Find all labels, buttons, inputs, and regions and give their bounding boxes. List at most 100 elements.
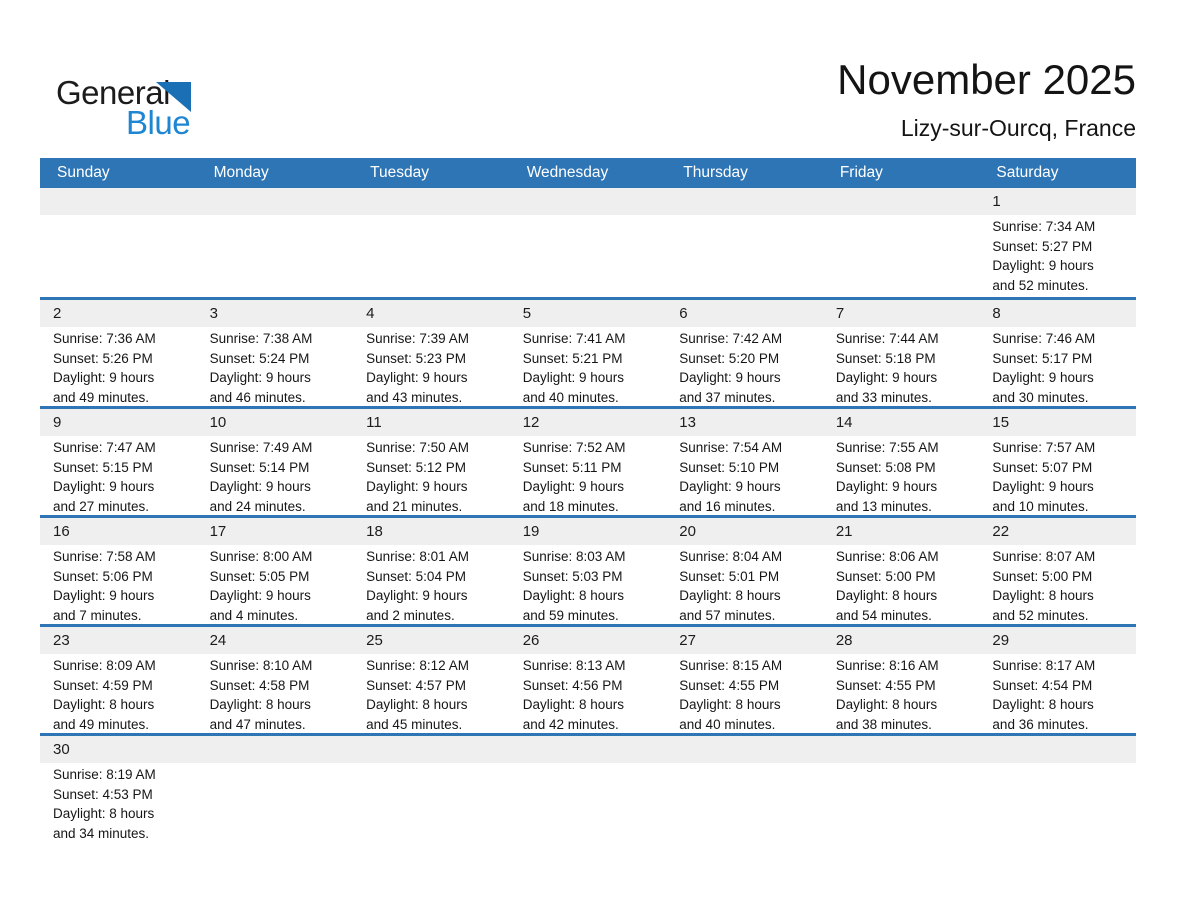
weekday-label-wednesday: Wednesday bbox=[526, 164, 609, 181]
day-details: Sunrise: 7:34 AM Sunset: 5:27 PM Daylight:… bbox=[979, 215, 1136, 295]
day-details: Sunrise: 7:52 AM Sunset: 5:11 PM Daylight:… bbox=[510, 436, 667, 516]
empty-day-number bbox=[197, 736, 354, 763]
day-number: 6 bbox=[679, 305, 688, 322]
day-sunrise-text: Sunrise: 8:19 AM bbox=[53, 767, 156, 782]
day-number-band: 9 10 11 12 13 14 15 bbox=[40, 409, 1136, 436]
day-sunset-text: Sunset: 5:10 PM bbox=[679, 459, 780, 475]
day-details: Sunrise: 8:09 AM Sunset: 4:59 PM Daylight:… bbox=[40, 654, 197, 734]
empty-day-number bbox=[510, 736, 667, 763]
day-number: 16 bbox=[53, 523, 70, 540]
day-number: 13 bbox=[679, 414, 696, 431]
day-sunrise-text: Sunrise: 7:50 AM bbox=[366, 440, 469, 455]
day-daylight2-text: and 21 minutes. bbox=[366, 498, 463, 514]
day-sunset-text: Sunset: 4:54 PM bbox=[992, 677, 1093, 693]
location-subtitle: Lizy-sur-Ourcq, France bbox=[900, 115, 1136, 141]
day-daylight2-text: and 7 minutes. bbox=[53, 607, 142, 623]
day-daylight2-text: and 40 minutes. bbox=[522, 389, 619, 405]
day-details: Sunrise: 7:50 AM Sunset: 5:12 PM Daylight:… bbox=[353, 436, 510, 516]
day-sunset-text: Sunset: 5:18 PM bbox=[835, 350, 936, 366]
empty-day-details bbox=[353, 763, 510, 843]
day-sunrise-text: Sunrise: 7:38 AM bbox=[209, 331, 313, 346]
day-sunset-text: Sunset: 4:55 PM bbox=[835, 677, 936, 693]
calendar-grid: Sunday Monday Tuesday Wednesday Thursday Frid… bbox=[40, 158, 1136, 842]
day-number: 14 bbox=[835, 414, 853, 431]
day-daylight1-text: Daylight: 9 hours bbox=[53, 370, 155, 385]
day-sunset-text: Sunset: 5:00 PM bbox=[835, 568, 936, 584]
day-details: Sunrise: 7:54 AM Sunset: 5:10 PM Daylight:… bbox=[666, 436, 823, 516]
day-sunrise-text: Sunrise: 8:09 AM bbox=[53, 658, 156, 673]
day-daylight1-text: Daylight: 8 hours bbox=[992, 588, 1094, 603]
day-daylight1-text: Daylight: 9 hours bbox=[366, 370, 468, 385]
day-daylight2-text: and 42 minutes. bbox=[522, 716, 619, 732]
empty-day-details bbox=[510, 215, 667, 295]
day-daylight2-text: and 52 minutes. bbox=[992, 607, 1089, 623]
day-number: 9 bbox=[53, 414, 62, 431]
day-details: Sunrise: 8:00 AM Sunset: 5:05 PM Daylight:… bbox=[197, 545, 354, 625]
day-sunrise-text: Sunrise: 7:34 AM bbox=[992, 219, 1096, 234]
day-daylight1-text: Daylight: 9 hours bbox=[209, 370, 311, 385]
empty-day-number bbox=[979, 736, 1136, 763]
day-sunset-text: Sunset: 4:58 PM bbox=[209, 677, 310, 693]
day-daylight1-text: Daylight: 8 hours bbox=[209, 697, 311, 712]
month-title: November 2025 bbox=[837, 56, 1136, 103]
weekday-label-tuesday: Tuesday bbox=[370, 164, 430, 181]
day-details: Sunrise: 7:55 AM Sunset: 5:08 PM Daylight:… bbox=[823, 436, 980, 516]
day-daylight1-text: Daylight: 9 hours bbox=[992, 479, 1094, 494]
day-sunrise-text: Sunrise: 8:01 AM bbox=[366, 549, 469, 564]
day-sunrise-text: Sunrise: 7:49 AM bbox=[209, 440, 313, 455]
general-blue-logo: General Blue bbox=[56, 72, 236, 144]
day-daylight1-text: Daylight: 8 hours bbox=[679, 697, 781, 712]
day-daylight1-text: Daylight: 8 hours bbox=[835, 588, 938, 603]
empty-day-number bbox=[353, 736, 510, 763]
day-number: 23 bbox=[53, 632, 70, 649]
day-sunrise-text: Sunrise: 7:52 AM bbox=[522, 440, 626, 455]
day-daylight2-text: and 33 minutes. bbox=[835, 389, 932, 405]
day-daylight2-text: and 40 minutes. bbox=[679, 716, 776, 732]
day-number-band: 2 3 4 5 6 7 8 bbox=[40, 300, 1136, 327]
day-details: Sunrise: 8:06 AM Sunset: 5:00 PM Daylight:… bbox=[823, 545, 980, 625]
day-number: 7 bbox=[835, 305, 845, 322]
logo-text-blue: Blue bbox=[126, 104, 191, 141]
day-details: Sunrise: 7:42 AM Sunset: 5:20 PM Daylight:… bbox=[666, 327, 823, 407]
day-sunset-text: Sunset: 4:56 PM bbox=[522, 677, 623, 693]
day-daylight2-text: and 10 minutes. bbox=[992, 498, 1089, 514]
week-row: 9 10 11 12 13 14 15 Sunrise: 7:47 AM Sunset: 5:1… bbox=[40, 406, 1136, 515]
day-daylight2-text: and 52 minutes. bbox=[992, 277, 1089, 293]
day-number: 4 bbox=[366, 305, 375, 322]
day-daylight1-text: Daylight: 9 hours bbox=[835, 370, 938, 385]
week-row: 2 3 4 5 6 7 8 Sunrise: 7:36 AM Sunset: 5:26 PM Da… bbox=[40, 297, 1136, 406]
day-details: Sunrise: 8:07 AM Sunset: 5:00 PM Daylight:… bbox=[979, 545, 1136, 625]
day-daylight2-text: and 34 minutes. bbox=[53, 825, 150, 841]
day-daylight2-text: and 27 minutes. bbox=[53, 498, 150, 514]
day-details: Sunrise: 8:13 AM Sunset: 4:56 PM Daylight:… bbox=[510, 654, 667, 734]
day-sunset-text: Sunset: 5:20 PM bbox=[679, 350, 780, 366]
day-sunrise-text: Sunrise: 7:44 AM bbox=[835, 331, 939, 346]
empty-day-number bbox=[197, 188, 354, 215]
day-daylight1-text: Daylight: 8 hours bbox=[53, 806, 155, 821]
day-daylight1-text: Daylight: 9 hours bbox=[992, 370, 1094, 385]
day-daylight1-text: Daylight: 9 hours bbox=[53, 588, 155, 603]
day-sunrise-text: Sunrise: 8:06 AM bbox=[835, 549, 939, 564]
day-sunset-text: Sunset: 5:05 PM bbox=[209, 568, 310, 584]
day-daylight1-text: Daylight: 8 hours bbox=[522, 588, 625, 603]
day-details-band: Sunrise: 7:58 AM Sunset: 5:06 PM Daylight:… bbox=[40, 545, 1136, 625]
day-number: 12 bbox=[522, 414, 540, 431]
day-daylight1-text: Daylight: 8 hours bbox=[992, 697, 1094, 712]
weekday-header-row: Sunday Monday Tuesday Wednesday Thursday Frid… bbox=[40, 158, 1136, 188]
day-sunrise-text: Sunrise: 7:39 AM bbox=[366, 331, 469, 346]
day-sunrise-text: Sunrise: 8:10 AM bbox=[209, 658, 313, 673]
empty-day-number bbox=[666, 736, 823, 763]
day-daylight1-text: Daylight: 9 hours bbox=[53, 479, 155, 494]
day-number: 27 bbox=[679, 632, 696, 649]
day-daylight2-text: and 16 minutes. bbox=[679, 498, 776, 514]
day-details-band: Sunrise: 7:34 AM Sunset: 5:27 PM Daylight:… bbox=[40, 215, 1136, 295]
day-number: 10 bbox=[209, 414, 227, 431]
empty-day-number bbox=[510, 188, 667, 215]
day-daylight1-text: Daylight: 9 hours bbox=[209, 588, 311, 603]
day-daylight2-text: and 38 minutes. bbox=[835, 716, 932, 732]
day-details: Sunrise: 7:46 AM Sunset: 5:17 PM Daylight:… bbox=[979, 327, 1136, 407]
day-daylight2-text: and 30 minutes. bbox=[992, 389, 1089, 405]
day-details: Sunrise: 8:04 AM Sunset: 5:01 PM Daylight:… bbox=[666, 545, 823, 625]
day-sunset-text: Sunset: 5:04 PM bbox=[366, 568, 466, 584]
